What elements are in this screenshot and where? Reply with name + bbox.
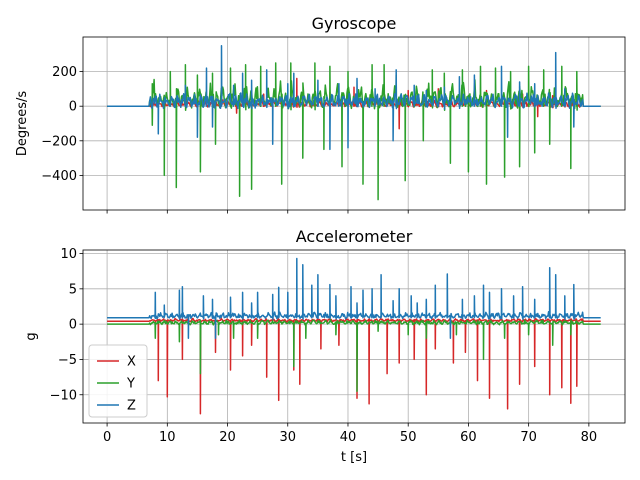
x-tick-label: 0	[103, 430, 111, 445]
series-line-z	[107, 257, 601, 340]
y-tick-label: 0	[69, 318, 77, 333]
y-axis-label: g	[24, 332, 39, 340]
legend-box	[88, 344, 148, 418]
series-group	[107, 257, 601, 415]
y-tick-label: −400	[41, 169, 77, 184]
x-tick-label: 20	[219, 430, 236, 445]
y-tick-label: −5	[58, 353, 77, 368]
y-tick-label: −10	[50, 388, 77, 403]
x-tick-label: 30	[279, 430, 296, 445]
y-tick-label: −200	[41, 134, 77, 149]
y-tick-label: 200	[52, 65, 77, 80]
x-tick-label: 40	[340, 430, 357, 445]
x-tick-label: 70	[520, 430, 537, 445]
series-line-y	[107, 62, 601, 201]
plot-frame	[82, 36, 626, 211]
grid	[83, 250, 625, 423]
legend: XYZ	[88, 344, 148, 418]
y-tick-label: 5	[69, 282, 77, 297]
chart-title: Gyroscope	[312, 14, 397, 33]
accelerometer-panel: 0 10 20 30 40 50 60 70 80 −10 −5 0 5 10 Accelerometer g…	[24, 227, 626, 465]
series-line-x	[107, 317, 601, 415]
x-tick-label: 60	[460, 430, 477, 445]
y-tick-label: 10	[60, 247, 77, 262]
x-tick-label: 80	[581, 430, 598, 445]
legend-label-x: X	[127, 355, 136, 370]
series-line-z	[107, 44, 601, 151]
x-tick-label: 50	[400, 430, 417, 445]
y-axis-label: Degrees/s	[15, 91, 30, 156]
series-line-y	[107, 318, 601, 392]
chart-title: Accelerometer	[296, 227, 413, 246]
gyroscope-panel: −400 −200 0 200 Gyroscope Degrees/s	[15, 14, 626, 214]
y-tick-label: 0	[69, 100, 77, 115]
series-group	[107, 44, 601, 201]
x-axis-label: t [s]	[341, 450, 367, 465]
legend-label-z: Z	[127, 399, 136, 414]
legend-label-y: Y	[126, 377, 135, 392]
x-tick-label: 10	[159, 430, 176, 445]
plot-frame	[82, 249, 626, 424]
